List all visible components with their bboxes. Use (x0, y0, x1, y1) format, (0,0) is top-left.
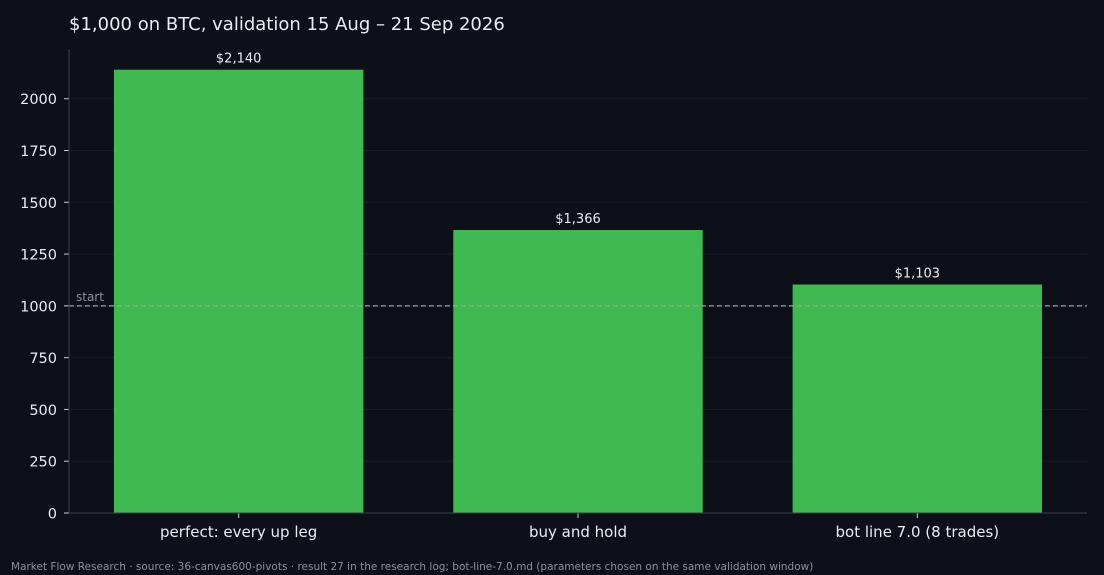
chart-title: $1,000 on BTC, validation 15 Aug – 21 Se… (69, 14, 505, 35)
bar-value-label: $1,103 (895, 267, 941, 282)
source-footnote: Market Flow Research · source: 36-canvas… (11, 561, 814, 573)
y-tick-label: 1750 (20, 144, 57, 160)
axes: 0 250 500 750 1000 1250 1500 1750 2000 perfect: e… (20, 49, 1087, 541)
y-tick-label: 1250 (20, 248, 57, 264)
y-tick-label: 0 (48, 507, 57, 523)
x-tick-label: bot line 7.0 (8 trades) (836, 523, 1000, 541)
start-reference-label: start (76, 290, 104, 304)
start-reference: start (69, 290, 1087, 307)
y-tick-label: 500 (29, 403, 57, 419)
bar (113, 69, 364, 513)
bar (453, 230, 703, 514)
y-tick-label: 1000 (20, 299, 57, 315)
x-tick-label: buy and hold (529, 523, 627, 541)
value-labels: $2,140 $1,366 $1,103 (216, 52, 940, 282)
y-tick-label: 250 (29, 455, 57, 471)
bar-value-label: $2,140 (216, 52, 262, 67)
bar-value-label: $1,366 (555, 212, 601, 227)
x-tick-label: perfect: every up leg (160, 523, 317, 541)
bar (792, 284, 1043, 513)
y-tick-label: 2000 (20, 92, 57, 108)
y-tick-label: 1500 (20, 196, 57, 212)
y-tick-label: 750 (29, 351, 57, 367)
bars (113, 69, 1043, 514)
